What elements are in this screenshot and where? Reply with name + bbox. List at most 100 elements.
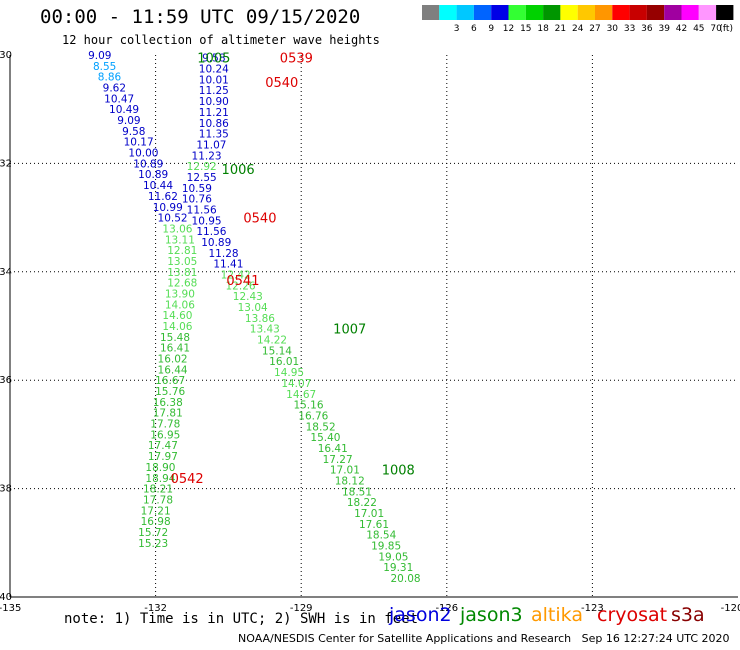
wave-height-value: 11.23 (192, 150, 222, 162)
legend-swatch (646, 5, 665, 20)
time-label: 1007 (333, 323, 366, 338)
legend-tick-label: 33 (624, 24, 635, 34)
wave-height-value: 16.98 (141, 516, 171, 528)
wave-height-value: 17.47 (148, 440, 178, 452)
satellite-label-cryosat: cryosat (597, 604, 668, 626)
lat-tick-label: -30 (0, 50, 12, 61)
wave-height-value: 19.31 (383, 562, 413, 574)
wave-height-value: 13.90 (165, 288, 195, 300)
wave-height-value: 18.52 (306, 421, 336, 433)
wave-height-value: 19.85 (371, 541, 401, 553)
wave-height-value: 9.09 (88, 50, 111, 62)
satellite-label-s3a: s3a (671, 604, 705, 626)
legend-tick-label: 27 (589, 24, 600, 34)
page-subtitle: 12 hour collection of altimeter wave hei… (62, 33, 380, 47)
wave-height-value: 16.67 (155, 375, 185, 387)
wave-height-value: 15.48 (160, 332, 190, 344)
legend-swatch (629, 5, 647, 20)
lat-tick-label: -38 (0, 484, 12, 495)
legend-swatch (525, 5, 544, 20)
lat-tick-label: -36 (0, 375, 12, 386)
wave-height-value: 16.95 (150, 429, 180, 441)
wave-height-value: 14.07 (281, 378, 311, 390)
legend-swatch (508, 5, 526, 20)
wave-height-value: 11.28 (209, 248, 239, 260)
legend-swatch (577, 5, 595, 20)
legend-swatch (698, 5, 717, 20)
lon-tick-label: -123 (581, 603, 604, 614)
lon-tick-label: -120 (721, 603, 740, 614)
legend-swatch (716, 5, 734, 20)
color-legend: 3 6 9 12 15 18 21 24 27 30 33 36 39 42 45 70(ft) (422, 5, 734, 34)
wave-height-value: 15.76 (155, 386, 185, 398)
wave-height-value: 10.99 (153, 202, 183, 214)
wave-height-value: 9.62 (103, 83, 126, 95)
legend-tick-label: 45 (693, 24, 704, 34)
wave-height-value: 10.52 (158, 213, 188, 225)
wave-height-value: 12.81 (167, 245, 197, 257)
legend-tick-label: 21 (555, 24, 566, 34)
lon-tick-label: -135 (0, 603, 21, 614)
wave-height-value: 17.97 (148, 451, 178, 463)
legend-swatch (491, 5, 509, 20)
wave-height-value: 10.01 (199, 74, 229, 86)
wave-height-value: 11.35 (199, 129, 229, 141)
wave-height-value: 16.41 (160, 343, 190, 355)
wave-height-value: 18.94 (145, 473, 175, 485)
axis-labels: -135 -132 -129 -126 -123 -120 -30 -32 -34 -36 -38 -… (0, 50, 740, 614)
time-label: 1005 (197, 52, 230, 67)
time-labels: 1005 0539 0540 1006 0540 0541 1007 1008 0542 (171, 52, 415, 487)
wave-height-value: 19.05 (378, 551, 408, 563)
wave-height-value: 11.56 (187, 204, 217, 216)
wave-height-value: 16.44 (158, 364, 188, 376)
wave-height-value: 10.86 (199, 118, 229, 130)
wave-height-value: 11.07 (196, 139, 226, 151)
wave-height-value: 16.01 (269, 356, 299, 368)
wave-height-value: 14.60 (162, 310, 192, 322)
wave-height-value: 11.41 (213, 259, 243, 271)
wave-height-value: 10.89 (133, 158, 163, 170)
legend-swatch (664, 5, 682, 20)
legend-swatch (612, 5, 630, 20)
time-label: 1006 (222, 163, 255, 178)
wave-height-value: 13.05 (167, 256, 197, 268)
wave-height-value: 10.44 (143, 180, 173, 192)
wave-height-value: 18.54 (366, 530, 396, 542)
wave-height-value: 16.76 (298, 410, 328, 422)
wave-height-value: 18.21 (143, 484, 173, 496)
legend-tick-label: 70 (710, 24, 722, 34)
wave-height-value: 13.86 (245, 313, 275, 325)
wave-height-value: 13.04 (238, 302, 268, 314)
lat-tick-label: -32 (0, 158, 12, 169)
wave-height-value: 12.68 (167, 278, 197, 290)
wave-height-value: 8.86 (98, 72, 122, 84)
legend-tick-label: 9 (488, 24, 494, 34)
satellite-label-altika: altika (531, 604, 583, 626)
wave-height-value: 14.95 (274, 367, 304, 379)
legend-tick-label: 39 (658, 24, 670, 34)
legend-tick-label: 42 (676, 24, 687, 34)
map-frame (9, 55, 738, 598)
wave-height-value: 15.40 (310, 432, 340, 444)
lon-tick-label: -132 (144, 603, 167, 614)
wave-height-value: 13.81 (167, 267, 197, 279)
wave-height-value: 17.01 (330, 465, 360, 477)
wave-height-value: 15.16 (293, 400, 323, 412)
legend-tick-label: 18 (537, 24, 549, 34)
wave-height-value: 10.17 (124, 137, 154, 149)
lat-lon-grid (10, 55, 738, 597)
legend-tick-label: 6 (471, 24, 477, 34)
lat-tick-label: -34 (0, 267, 12, 278)
satellite-tracks: 9.098.558.869.6210.4710.499.099.5810.171… (88, 50, 420, 585)
time-label: 0541 (226, 274, 259, 289)
legend-swatch (560, 5, 578, 20)
wave-height-value: 12.43 (233, 291, 263, 303)
wave-height-value: 9.09 (117, 115, 140, 127)
legend-swatch (595, 5, 613, 20)
wave-height-value: 12.26 (226, 280, 256, 292)
legend-swatch (422, 5, 440, 20)
wave-height-value: 15.14 (262, 345, 292, 357)
wave-height-value: 10.47 (104, 93, 134, 105)
wave-height-value: 10.89 (138, 169, 168, 181)
